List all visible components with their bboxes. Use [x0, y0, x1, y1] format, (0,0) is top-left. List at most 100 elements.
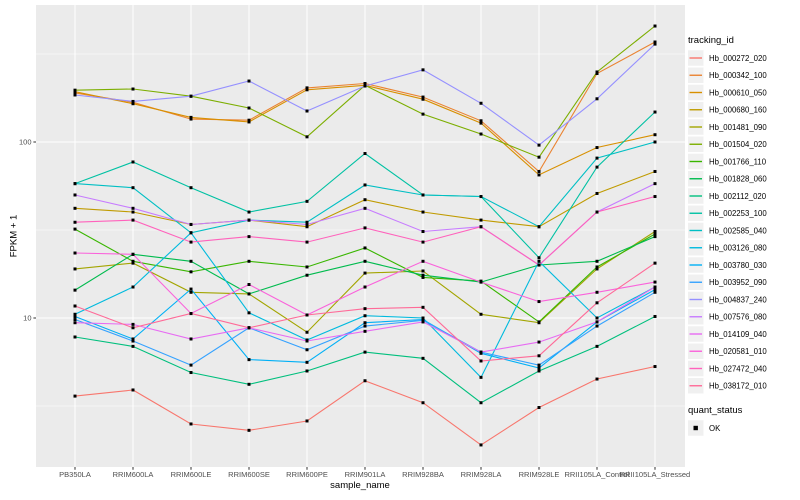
data-point: [595, 210, 599, 214]
data-point: [421, 401, 425, 405]
x-tick-label: RRIM600SE: [228, 470, 270, 479]
data-point: [653, 235, 657, 239]
data-point: [189, 94, 193, 98]
data-point: [73, 227, 77, 231]
data-point: [131, 210, 135, 214]
plot-panel: [36, 5, 685, 467]
legend-label-Hb_002253_100: Hb_002253_100: [709, 209, 767, 218]
data-point: [595, 146, 599, 150]
data-point: [363, 307, 367, 311]
data-point: [189, 290, 193, 294]
data-point: [537, 320, 541, 324]
data-point: [595, 324, 599, 328]
data-point: [189, 117, 193, 121]
legend-label-Hb_027472_040: Hb_027472_040: [709, 364, 767, 373]
data-point: [131, 337, 135, 341]
data-point: [537, 155, 541, 159]
data-point: [189, 270, 193, 274]
data-point: [189, 231, 193, 235]
data-point: [595, 72, 599, 76]
data-point: [479, 225, 483, 229]
data-point: [73, 88, 77, 92]
data-point: [363, 285, 367, 289]
legend-label-Hb_003780_030: Hb_003780_030: [709, 261, 767, 270]
legend-label-Hb_001504_020: Hb_001504_020: [709, 140, 767, 149]
x-tick-label: RRIM928BA: [402, 470, 444, 479]
data-point: [305, 222, 309, 226]
data-point: [537, 169, 541, 173]
data-point: [421, 316, 425, 320]
x-tick-label: RRIM600LA: [113, 470, 154, 479]
legend-label-Hb_014109_040: Hb_014109_040: [709, 330, 767, 339]
data-point: [247, 358, 251, 362]
data-point: [305, 360, 309, 364]
x-tick-label: RRIM901LA: [345, 470, 386, 479]
data-point: [73, 335, 77, 339]
data-point: [479, 401, 483, 405]
data-point: [189, 115, 193, 119]
x-tick-label: PB350LA: [59, 470, 91, 479]
legend-label-Hb_003952_090: Hb_003952_090: [709, 278, 767, 287]
data-point: [363, 271, 367, 275]
data-point: [653, 280, 657, 284]
data-point: [653, 285, 657, 289]
data-point: [537, 256, 541, 260]
data-point: [595, 265, 599, 269]
data-point: [421, 112, 425, 116]
data-point: [247, 382, 251, 386]
legend-label-Hb_007576_080: Hb_007576_080: [709, 313, 767, 322]
data-point: [479, 195, 483, 199]
data-point: [189, 422, 193, 426]
data-point: [131, 388, 135, 392]
data-point: [595, 191, 599, 195]
data-point: [653, 314, 657, 318]
data-point: [479, 218, 483, 222]
legend-title-tracking-id: tracking_id: [688, 35, 734, 46]
data-point: [189, 371, 193, 375]
data-point: [421, 275, 425, 279]
legend-label-Hb_000342_100: Hb_000342_100: [709, 71, 767, 80]
data-point: [131, 259, 135, 263]
data-point: [537, 259, 541, 263]
data-point: [247, 118, 251, 122]
data-point: [421, 97, 425, 101]
data-point: [595, 267, 599, 271]
data-point: [131, 160, 135, 164]
data-point: [131, 285, 135, 289]
data-point: [595, 320, 599, 324]
data-point: [421, 259, 425, 263]
data-point: [653, 133, 657, 137]
data-point: [131, 206, 135, 210]
data-point: [363, 321, 367, 325]
data-point: [131, 99, 135, 103]
data-point: [131, 261, 135, 265]
data-point: [653, 261, 657, 265]
data-point: [247, 120, 251, 124]
data-point: [653, 365, 657, 369]
data-point: [653, 232, 657, 236]
data-point: [595, 156, 599, 160]
data-point: [595, 70, 599, 74]
data-point: [131, 252, 135, 256]
legend-label-Hb_020581_010: Hb_020581_010: [709, 347, 767, 356]
data-point: [595, 301, 599, 305]
data-point: [189, 259, 193, 263]
data-point: [73, 220, 77, 224]
x-tick-label: RRIM928LE: [519, 470, 560, 479]
data-point: [653, 195, 657, 199]
data-point: [537, 354, 541, 358]
data-point: [421, 240, 425, 244]
data-point: [73, 318, 77, 322]
data-point: [363, 81, 367, 85]
data-point: [595, 165, 599, 169]
data-point: [421, 320, 425, 324]
data-point: [537, 143, 541, 147]
data-point: [363, 379, 367, 383]
legend-label-Hb_002112_020: Hb_002112_020: [709, 192, 767, 201]
data-point: [131, 326, 135, 330]
legend-label-Hb_000272_020: Hb_000272_020: [709, 54, 767, 63]
legend-label-Hb_002585_040: Hb_002585_040: [709, 226, 767, 235]
x-tick-label: RRII105LA_Stressed: [620, 470, 690, 479]
legend-label-Hb_001481_090: Hb_001481_090: [709, 123, 767, 132]
